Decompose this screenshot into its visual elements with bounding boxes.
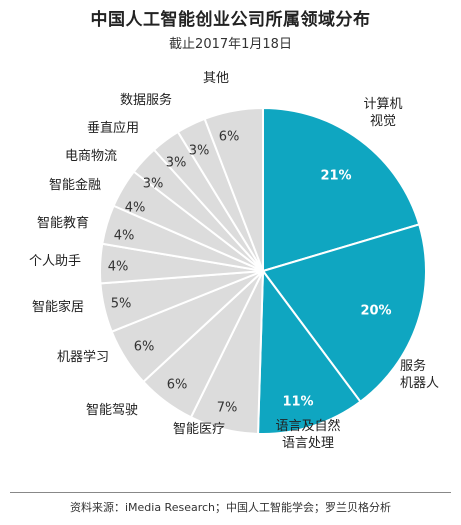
- value-label-slice-7: 5%: [111, 297, 132, 312]
- value-label-slice-5: 6%: [167, 378, 188, 393]
- category-label-slice-5: 智能驾驶: [86, 403, 138, 418]
- category-label-line: 智能教育: [37, 215, 89, 231]
- pie-slice-14: [203, 106, 264, 272]
- category-label-slice-9: 智能教育: [37, 215, 89, 231]
- chart-title: 中国人工智能创业公司所属领域分布: [90, 10, 371, 30]
- value-label-slice-3: 11%: [282, 395, 313, 410]
- value-label-slice-13: 3%: [189, 144, 210, 159]
- source-note: 资料来源：iMedia Research；中国人工智能学会；罗兰贝格分析: [69, 501, 392, 514]
- category-label-slice-1: 计算机视觉: [363, 97, 402, 129]
- category-label-line: 语言及自然: [275, 418, 340, 434]
- source-divider: [10, 492, 451, 493]
- category-label-line: 语言处理: [282, 436, 334, 451]
- value-label-slice-14: 6%: [219, 130, 240, 145]
- value-label-slice-2: 20%: [360, 304, 391, 319]
- category-label-line: 个人助手: [29, 254, 81, 269]
- value-label-slice-1: 21%: [320, 169, 351, 184]
- category-label-slice-12: 垂直应用: [87, 120, 139, 136]
- category-label-slice-10: 智能金融: [49, 177, 101, 193]
- category-label-slice-4: 智能医疗: [173, 422, 225, 437]
- category-label-line: 计算机: [363, 97, 402, 112]
- pie-slice-2: [261, 223, 427, 404]
- value-label-slice-10: 4%: [125, 201, 146, 216]
- category-label-line: 视觉: [370, 114, 396, 129]
- category-label-line: 智能医疗: [173, 422, 225, 437]
- chart-subtitle: 截止2017年1月18日: [169, 37, 292, 52]
- category-label-line: 智能驾驶: [86, 403, 138, 418]
- category-label-line: 服务: [400, 358, 426, 374]
- category-label-slice-7: 智能家居: [32, 299, 84, 315]
- value-label-slice-4: 7%: [217, 401, 238, 416]
- value-label-slice-6: 6%: [134, 340, 155, 355]
- category-label-slice-3: 语言及自然语言处理: [275, 418, 340, 451]
- category-label-line: 智能金融: [49, 177, 101, 193]
- category-label-slice-6: 机器学习: [57, 349, 109, 365]
- category-label-slice-2: 服务机器人: [400, 358, 439, 391]
- category-label-line: 机器学习: [57, 349, 109, 365]
- value-label-slice-11: 3%: [143, 177, 164, 192]
- category-label-slice-14: 其他: [203, 71, 229, 86]
- category-label-line: 其他: [203, 71, 229, 86]
- category-label-line: 垂直应用: [87, 120, 139, 136]
- pie-slice-3: [256, 268, 362, 435]
- category-label-line: 数据服务: [120, 92, 172, 108]
- category-label-slice-8: 个人助手: [29, 254, 81, 269]
- category-label-line: 电商物流: [65, 149, 117, 164]
- category-label-line: 机器人: [400, 376, 439, 391]
- value-label-slice-12: 3%: [166, 156, 187, 171]
- value-label-slice-9: 4%: [114, 229, 135, 244]
- category-label-line: 智能家居: [32, 299, 84, 315]
- category-label-slice-11: 电商物流: [65, 149, 117, 164]
- value-label-slice-8: 4%: [108, 260, 129, 275]
- category-label-slice-13: 数据服务: [120, 92, 172, 108]
- pie-slice-1: [262, 106, 421, 273]
